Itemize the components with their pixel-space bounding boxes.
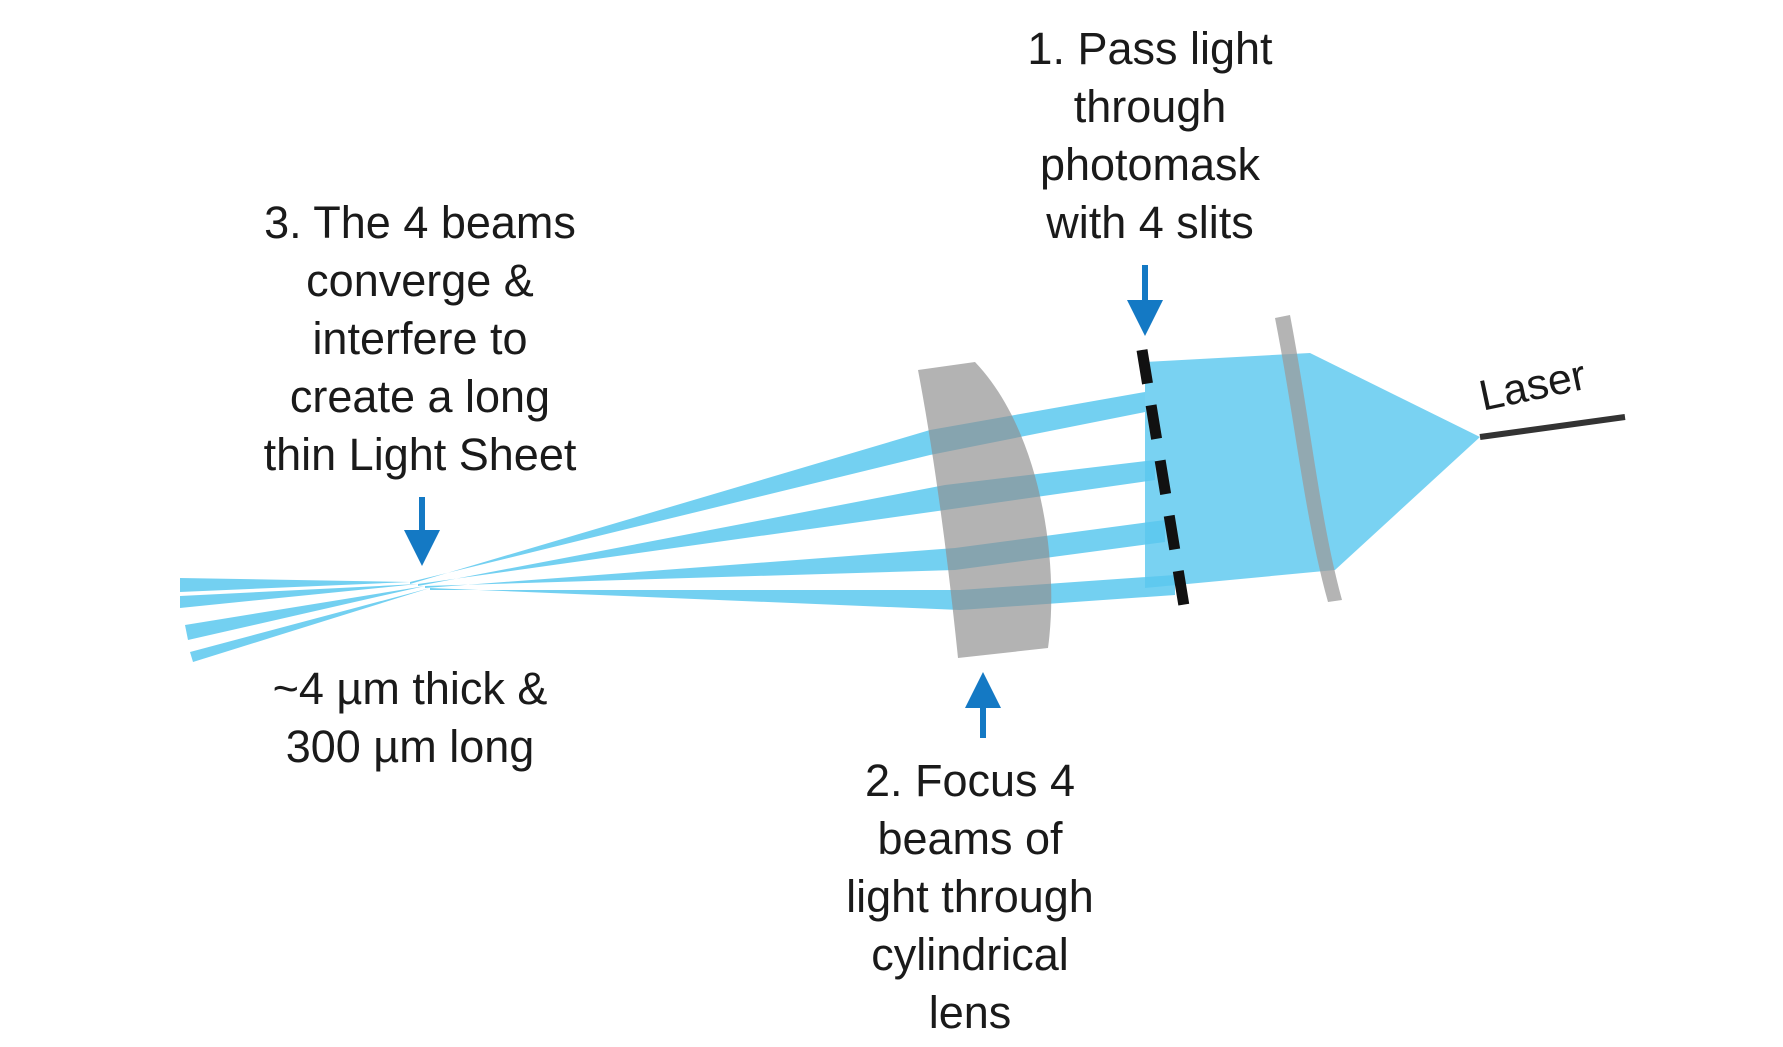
cylindrical-lens: [918, 362, 1052, 658]
step1-line: through: [1073, 81, 1227, 132]
step2-line: 2. Focus 4: [864, 755, 1076, 806]
step1-line: 1. Pass light: [1027, 23, 1273, 74]
photomask: [1136, 349, 1191, 613]
step3-line: converge &: [306, 255, 534, 306]
step2-line: lens: [928, 987, 1012, 1038]
step3-line: thin Light Sheet: [263, 429, 577, 480]
step2-line: light through: [846, 871, 1094, 922]
exit-beam-1: [180, 578, 410, 592]
exit-beam-2: [180, 584, 418, 608]
step2-line: beams of: [877, 813, 1063, 864]
step1-label: 1. Pass light through photomask with 4 s…: [990, 20, 1310, 252]
dimensions-label: ~4 µm thick & 300 µm long: [240, 660, 580, 776]
step3-label: 3. The 4 beams converge & interfere to c…: [240, 194, 600, 484]
step2-line: cylindrical: [871, 929, 1069, 980]
dimensions-line: ~4 µm thick &: [272, 663, 548, 714]
step3-line: create a long: [289, 371, 551, 422]
step1-line: with 4 slits: [1046, 197, 1254, 248]
step3-line: 3. The 4 beams: [264, 197, 576, 248]
step1-line: photomask: [1039, 139, 1261, 190]
exit-beam-3: [185, 586, 425, 640]
dimensions-line: 300 µm long: [285, 721, 535, 772]
laser-source-line: [1479, 414, 1626, 440]
step3-line: interfere to: [312, 313, 528, 364]
collimating-lens: [1275, 315, 1342, 602]
step2-label: 2. Focus 4 beams of light through cylind…: [820, 752, 1120, 1042]
exit-beam-4: [190, 588, 430, 662]
